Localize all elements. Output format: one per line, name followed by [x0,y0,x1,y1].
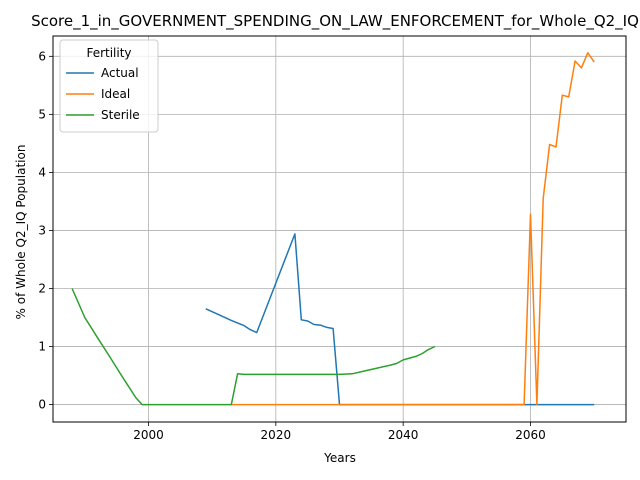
x-tick-label: 2020 [261,428,292,442]
y-axis: 0 1 2 3 4 5 6 [38,49,53,412]
plot-frame [52,35,627,423]
y-tick-label: 1 [38,340,46,354]
legend-title: Fertility [86,46,131,60]
y-tick-label: 2 [38,281,46,295]
y-tick-label: 0 [38,398,46,412]
x-tick-label: 2060 [515,428,546,442]
x-axis: 2000 2020 2040 2060 [133,422,546,442]
y-tick-label: 4 [38,165,46,179]
y-tick-label: 5 [38,107,46,121]
series-line-sterile [71,288,436,406]
y-tick-label: 3 [38,223,46,237]
series-line-ideal [231,52,595,406]
x-tick-label: 2040 [388,428,419,442]
legend: Fertility Actual Ideal Sterile [59,39,159,133]
y-tick-label: 6 [38,49,46,63]
legend-label-ideal: Ideal [101,87,130,101]
legend-label-actual: Actual [101,66,139,80]
x-tick-label: 2000 [133,428,164,442]
legend-label-sterile: Sterile [101,108,140,122]
legend-box [59,39,159,133]
x-axis-label: Years [323,451,356,465]
series-layer [71,52,595,406]
y-axis-label: % of Whole Q2_IQ Population [14,145,28,320]
chart-title: Score_1_in_GOVERNMENT_SPENDING_ON_LAW_EN… [31,12,639,31]
